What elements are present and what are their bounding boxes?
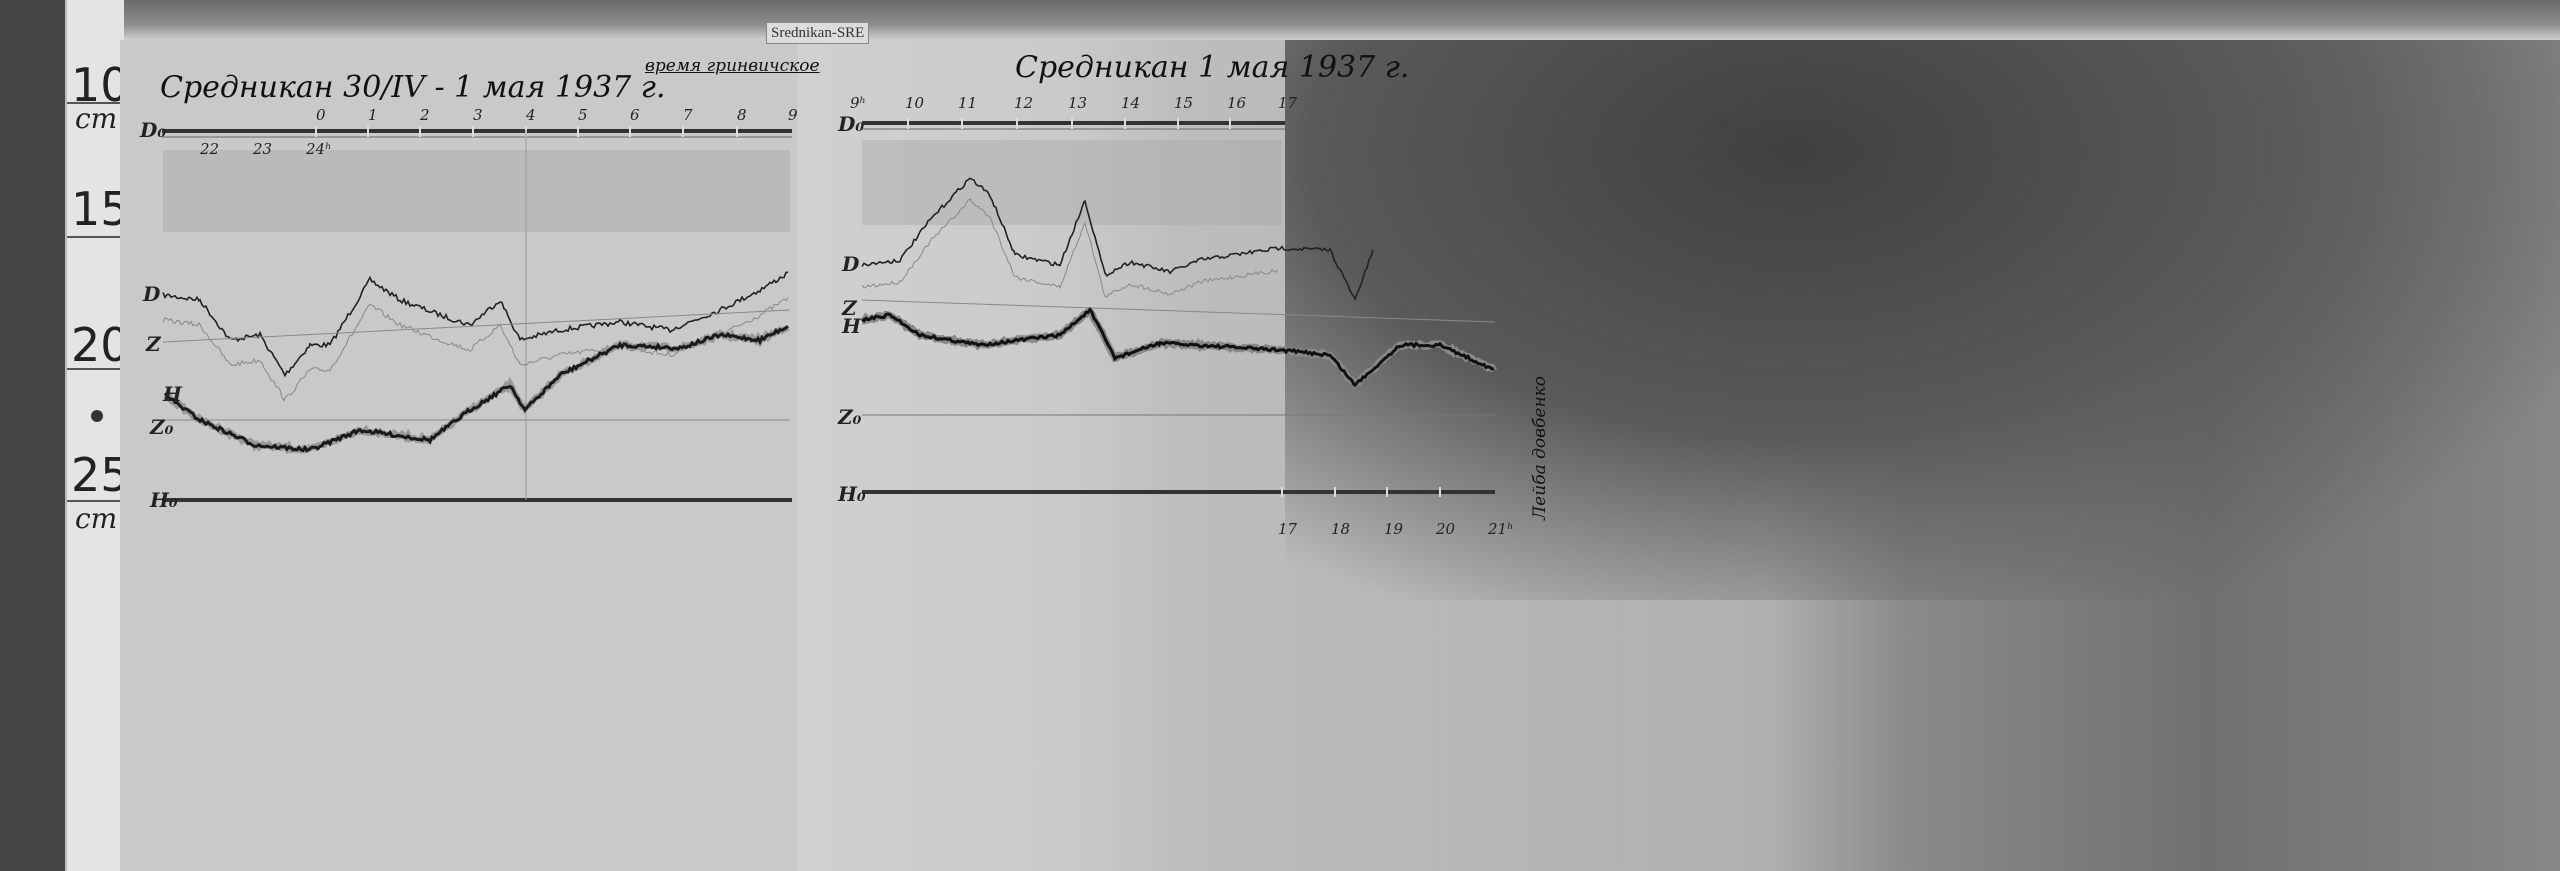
axis-label-h0: H₀ bbox=[838, 482, 866, 506]
ruler-line bbox=[67, 500, 124, 502]
ruler-line bbox=[67, 368, 124, 370]
trace-h bbox=[861, 306, 1495, 388]
hour-tick-label: 13 bbox=[1068, 94, 1088, 112]
trace-d-shadow bbox=[861, 198, 1279, 299]
ruler-mark: 15 bbox=[71, 182, 130, 236]
hour-tick-label: 8 bbox=[737, 106, 747, 124]
axis-label-h: H bbox=[163, 382, 182, 406]
hour-tick-label: 10 bbox=[905, 94, 925, 112]
axis-label-d: D bbox=[842, 252, 860, 276]
hour-tick-label: 12 bbox=[1014, 94, 1034, 112]
ruler-line bbox=[67, 102, 124, 104]
ruler: 10 cm 15 20 25 cm bbox=[65, 0, 130, 871]
ruler-hole bbox=[91, 410, 103, 422]
left-magnetogram-sheet bbox=[120, 40, 798, 871]
hour-tick-label: 3 bbox=[473, 106, 483, 124]
axis-label-z0: Z₀ bbox=[150, 415, 174, 439]
ruler-unit: cm bbox=[75, 502, 118, 535]
top-frame-strip bbox=[120, 0, 2560, 40]
hour-tick-label: 9ʰ bbox=[850, 94, 867, 112]
hour-tick-label: 17 bbox=[1278, 94, 1298, 112]
trace-d bbox=[162, 271, 789, 378]
exposure-band bbox=[862, 140, 1282, 225]
station-label-tag: Srednikan-SRE bbox=[766, 22, 870, 44]
left-title: Средникан 30/IV - 1 мая 1937 г. bbox=[160, 70, 666, 105]
axis-label-d0: D₀ bbox=[838, 112, 865, 136]
hour-tick-label: 24ʰ bbox=[306, 140, 332, 158]
axis-label-h0: H₀ bbox=[150, 488, 178, 512]
hour-tick-label: 14 bbox=[1121, 94, 1141, 112]
trace-d-shadow bbox=[162, 296, 789, 402]
hour-tick-label: 22 bbox=[200, 140, 220, 158]
trace-h-shadow bbox=[162, 324, 790, 455]
hour-tick-label: 23 bbox=[253, 140, 273, 158]
trace-d bbox=[861, 177, 1374, 302]
axis-label-z0: Z₀ bbox=[838, 405, 862, 429]
ruler-unit: cm bbox=[75, 102, 118, 135]
axis-label-d0: D₀ bbox=[140, 118, 167, 142]
ruler-line bbox=[67, 236, 124, 238]
ruler-mark: 20 bbox=[71, 318, 130, 372]
hour-tick-label: 20 bbox=[1436, 520, 1456, 538]
hour-tick-label: 1 bbox=[368, 106, 378, 124]
hour-tick-label: 19 bbox=[1384, 520, 1404, 538]
axis-label-z: Z bbox=[146, 332, 161, 356]
hour-tick-label: 6 bbox=[630, 106, 640, 124]
hour-tick-label: 18 bbox=[1331, 520, 1351, 538]
trace-z bbox=[162, 309, 791, 343]
left-note: время гринвичское bbox=[645, 56, 820, 76]
axis-label-z: Z bbox=[842, 296, 857, 320]
hour-tick-label: 21ʰ bbox=[1488, 520, 1514, 538]
hour-tick-label: 16 bbox=[1227, 94, 1247, 112]
hour-tick-label: 15 bbox=[1174, 94, 1194, 112]
hour-tick-label: 9 bbox=[788, 106, 798, 124]
trace-z bbox=[861, 299, 1496, 323]
hour-tick-label: 2 bbox=[420, 106, 430, 124]
exposure-band bbox=[163, 150, 790, 232]
trace-h bbox=[163, 325, 789, 453]
hour-tick-label: 7 bbox=[683, 106, 693, 124]
hour-tick-label: 17 bbox=[1278, 520, 1298, 538]
ruler-mark: 25 bbox=[71, 448, 130, 502]
hour-tick-label: 5 bbox=[578, 106, 588, 124]
axis-label-h: H bbox=[842, 314, 861, 338]
hour-tick-label: 11 bbox=[958, 94, 978, 112]
axis-label-d: D bbox=[143, 282, 161, 306]
hour-tick-label: 0 bbox=[316, 106, 326, 124]
hour-tick-label: 4 bbox=[526, 106, 536, 124]
right-title: Средникан 1 мая 1937 г. bbox=[1015, 50, 1410, 85]
shadow-region bbox=[1285, 40, 2560, 600]
signature: Лейба довбенко bbox=[1530, 375, 1550, 520]
